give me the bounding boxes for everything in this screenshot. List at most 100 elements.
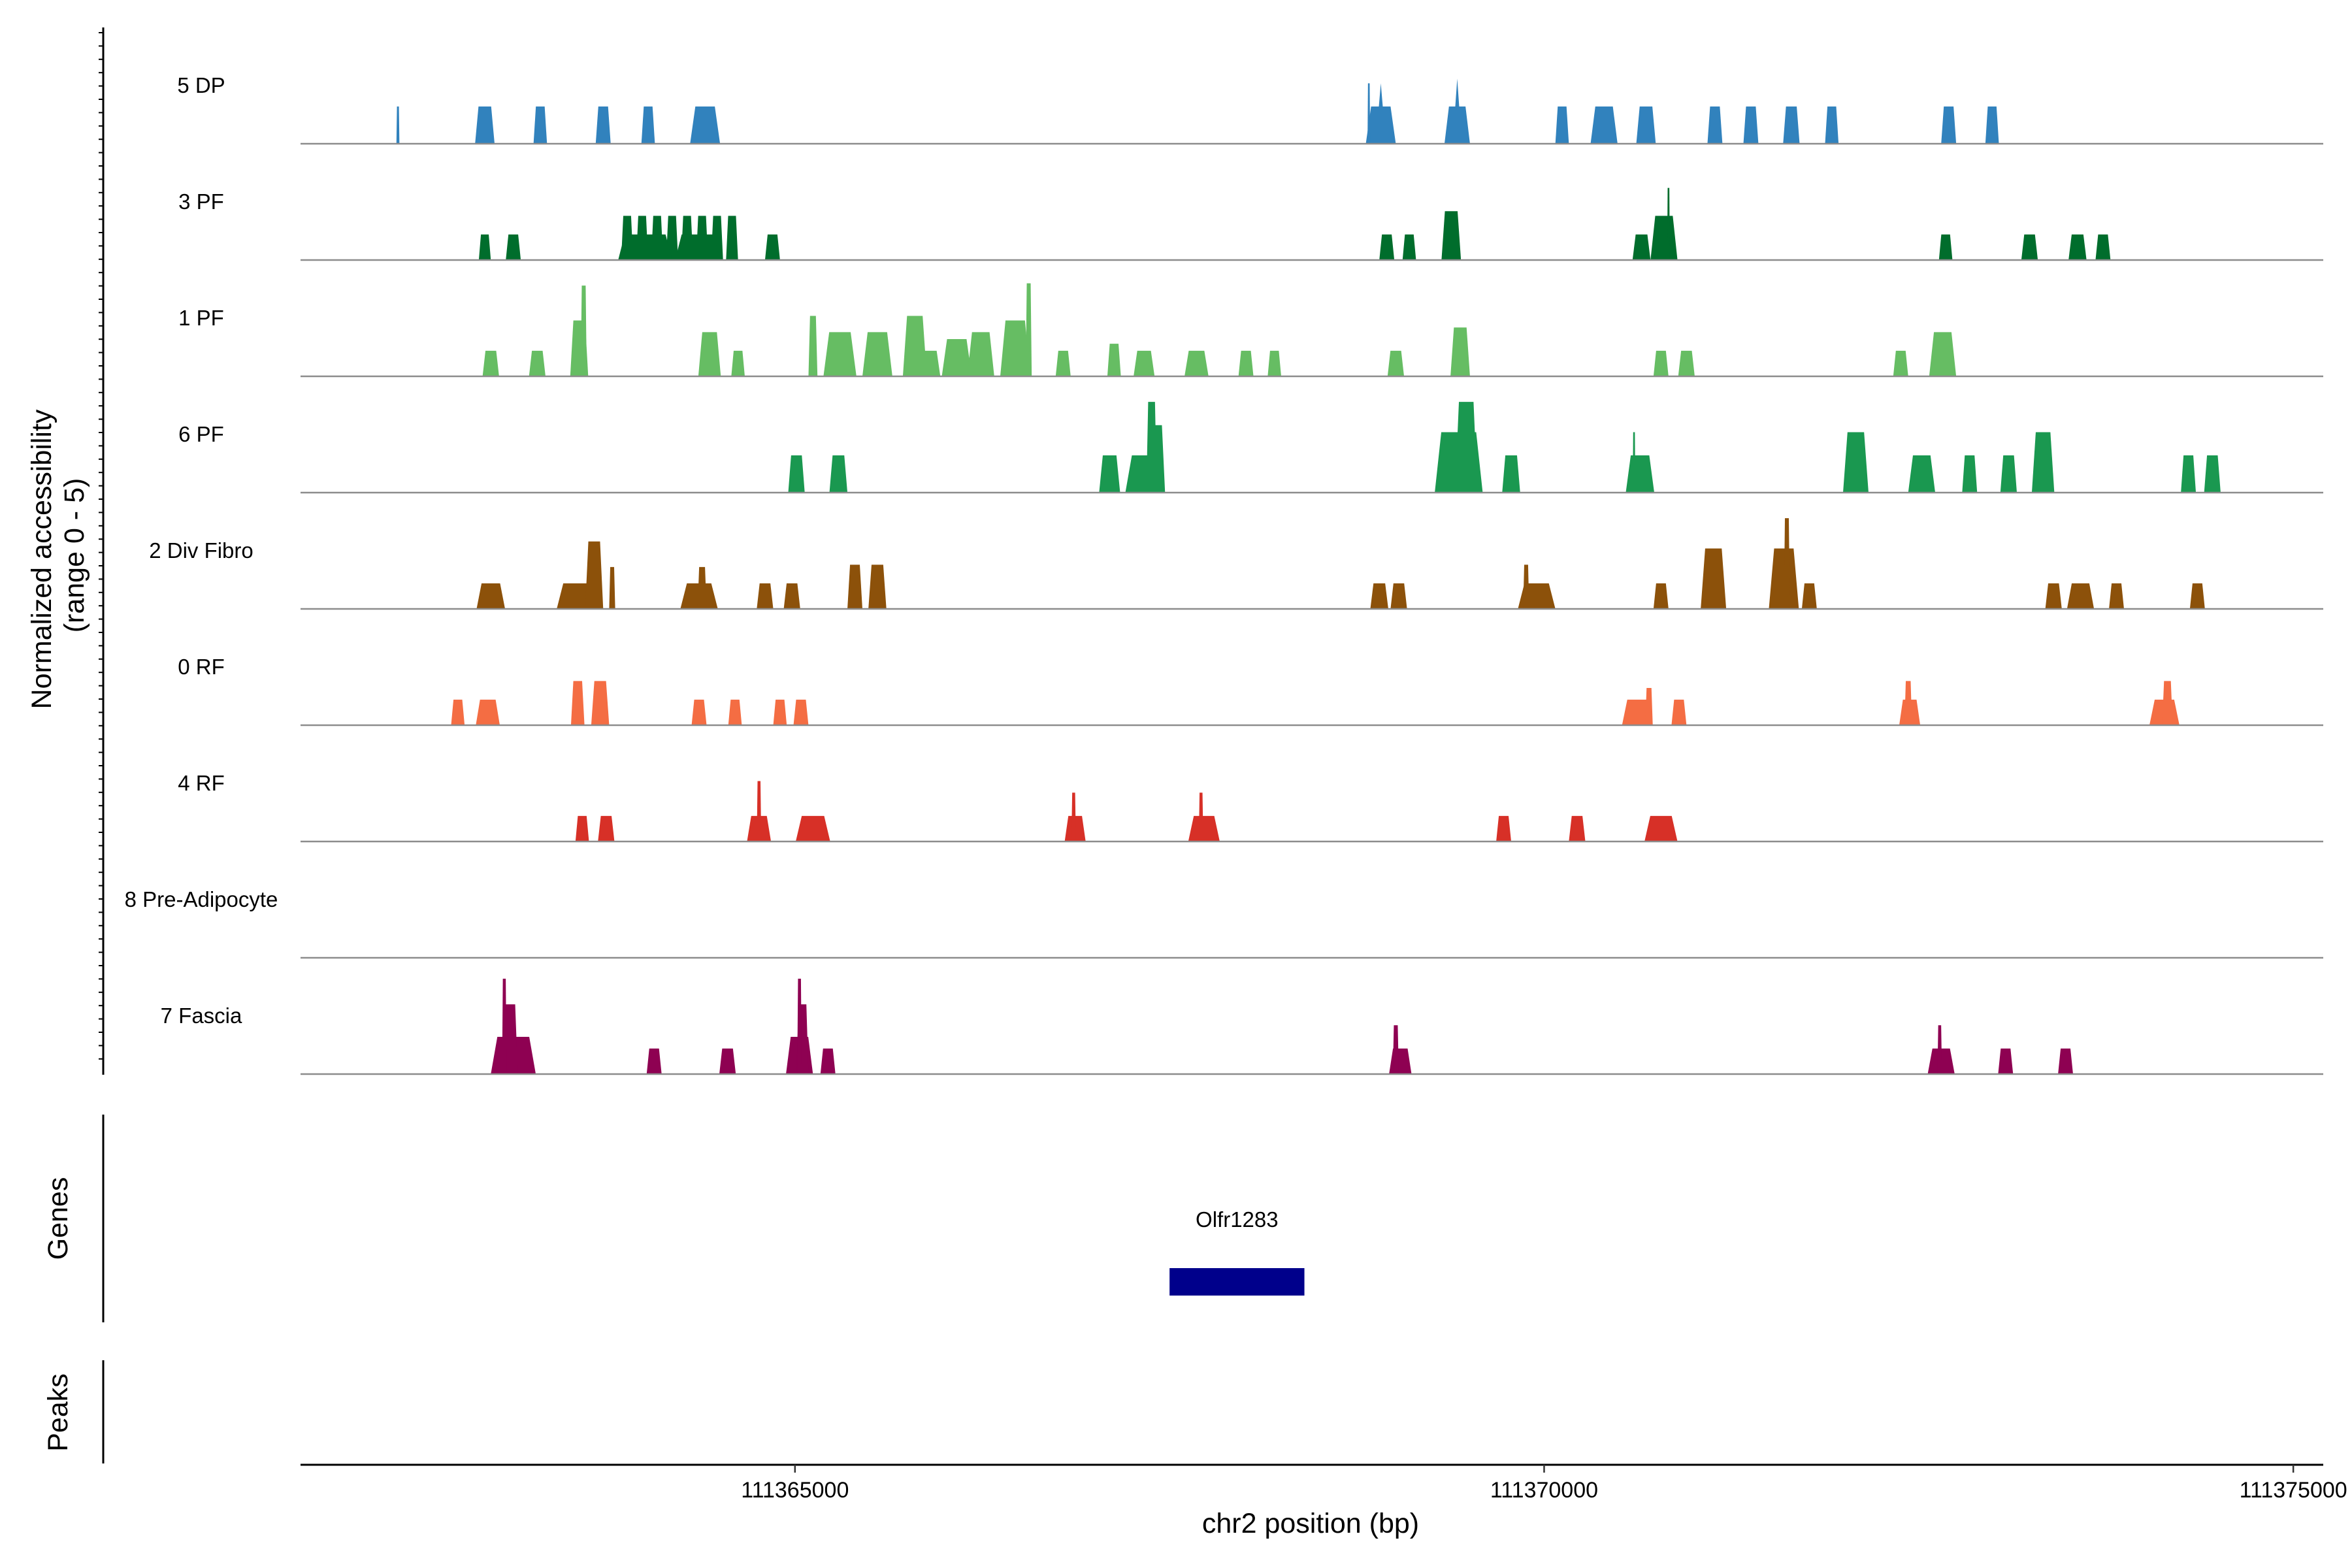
coverage-peak <box>1370 583 1388 609</box>
track-3-pf: 3 PF <box>178 188 2323 261</box>
coverage-peak <box>820 1048 836 1074</box>
y-axis-ticks <box>99 32 103 1060</box>
track-5-dp: 5 DP <box>177 73 2323 145</box>
coverage-tracks: 5 DP 3 PF 1 PF 6 PF 2 Div Fibro 0 RF 4 RF 8 Pre… <box>125 73 2323 1075</box>
coverage-peak <box>1198 792 1203 841</box>
coverage-peak <box>502 1004 518 1074</box>
track-label: 1 PF <box>178 306 224 330</box>
coverage-peak <box>1622 699 1652 725</box>
coverage-peak <box>1908 455 1936 493</box>
track-label: 6 PF <box>178 422 224 446</box>
track-7-fascia: 7 Fascia <box>161 979 2323 1075</box>
x-tick-label: 111370000 <box>1490 1478 1598 1503</box>
coverage-peak <box>1653 583 1669 609</box>
coverage-peak <box>1743 106 1759 144</box>
coverage-peak <box>1390 583 1407 609</box>
coverage-peak <box>1569 815 1586 841</box>
coverage-peak <box>823 332 857 376</box>
coverage-peak <box>1389 1048 1412 1074</box>
coverage-peak <box>1071 792 1076 841</box>
coverage-peak <box>1842 432 1869 493</box>
coverage-peak <box>1632 234 1651 260</box>
coverage-peak <box>2000 455 2017 493</box>
coverage-peak <box>1653 350 1669 376</box>
track-label: 4 RF <box>178 771 225 795</box>
coverage-peak <box>757 583 774 609</box>
coverage-peak <box>1444 78 1470 144</box>
coverage-peak <box>1929 332 1957 376</box>
coverage-peak <box>1496 815 1512 841</box>
coverage-peak <box>1267 350 1281 376</box>
coverage-peak <box>690 106 721 144</box>
coverage-peak <box>1590 106 1618 144</box>
x-tick-label: 111375000 <box>2240 1478 2347 1503</box>
coverage-peak <box>482 350 499 376</box>
coverage-peak <box>2204 455 2221 493</box>
coverage-peak <box>1000 320 1030 376</box>
coverage-peak <box>1985 106 1999 144</box>
coverage-peak <box>902 316 927 376</box>
coverage-peak <box>585 541 604 609</box>
track-8-pre-adipocyte: 8 Pre-Adipocyte <box>125 887 2323 959</box>
coverage-peak <box>797 979 802 1074</box>
coverage-peak <box>847 564 862 609</box>
coverage-peak <box>1893 350 1908 376</box>
coverage-peak <box>1941 106 1957 144</box>
coverage-peak <box>1998 1048 2014 1074</box>
coverage-peak <box>1645 688 1653 725</box>
coverage-peak <box>2109 583 2124 609</box>
coverage-peak <box>1769 548 1799 609</box>
coverage-peak <box>478 234 491 260</box>
coverage-peak <box>868 564 887 609</box>
coverage-peak <box>475 106 495 144</box>
coverage-peak <box>595 106 611 144</box>
coverage-peak <box>591 681 610 725</box>
coverage-peak <box>476 699 500 725</box>
coverage-peak <box>1055 350 1071 376</box>
coverage-peak <box>2045 583 2062 609</box>
coverage-peak <box>1146 402 1157 493</box>
coverage-peak <box>1801 583 1817 609</box>
coverage-peak <box>1367 83 1371 144</box>
coverage-peak <box>598 815 615 841</box>
coverage-peak <box>1825 106 1839 144</box>
coverage-peak <box>698 332 721 376</box>
coverage-peak <box>1379 234 1395 260</box>
gene-body <box>1169 1268 1305 1296</box>
coverage-peak <box>2068 234 2087 260</box>
coverage-peak <box>697 566 707 609</box>
coverage-peak <box>396 106 400 144</box>
coverage-peak <box>783 583 800 609</box>
coverage-peak <box>1633 432 1636 493</box>
coverage-peak <box>793 699 809 725</box>
coverage-peak <box>1937 1025 1942 1074</box>
coverage-peak <box>1667 188 1670 260</box>
x-axis-ticks: 111365000 111370000 111375000 <box>741 1465 2347 1503</box>
coverage-peak <box>1938 234 1953 260</box>
coverage-peak <box>773 699 787 725</box>
coverage-peak <box>1962 455 1978 493</box>
coverage-peak <box>1678 350 1695 376</box>
coverage-peak <box>1238 350 1254 376</box>
track-label: 5 DP <box>177 73 225 97</box>
coverage-peak <box>1904 681 1912 725</box>
track-label: 3 PF <box>178 189 224 214</box>
coverage-peak <box>795 815 830 841</box>
coverage-peak <box>1107 344 1121 376</box>
track-0-rf: 0 RF <box>178 655 2323 727</box>
coverage-peak <box>691 699 707 725</box>
coverage-peak <box>919 350 941 376</box>
coverage-peak <box>862 332 892 376</box>
coverage-peak <box>1644 815 1678 841</box>
coverage-peak <box>506 234 521 260</box>
coverage-peak <box>719 1048 736 1074</box>
coverage-peak <box>646 1048 662 1074</box>
coverage-peak <box>788 455 805 493</box>
coverage-peak <box>1671 699 1687 725</box>
coverage-peak <box>641 106 655 144</box>
track-1-pf: 1 PF <box>178 283 2323 378</box>
x-tick-label: 111365000 <box>741 1478 849 1503</box>
coverage-peak <box>1455 402 1478 493</box>
coverage-peak <box>1402 234 1416 260</box>
coverage-peak <box>757 781 762 841</box>
